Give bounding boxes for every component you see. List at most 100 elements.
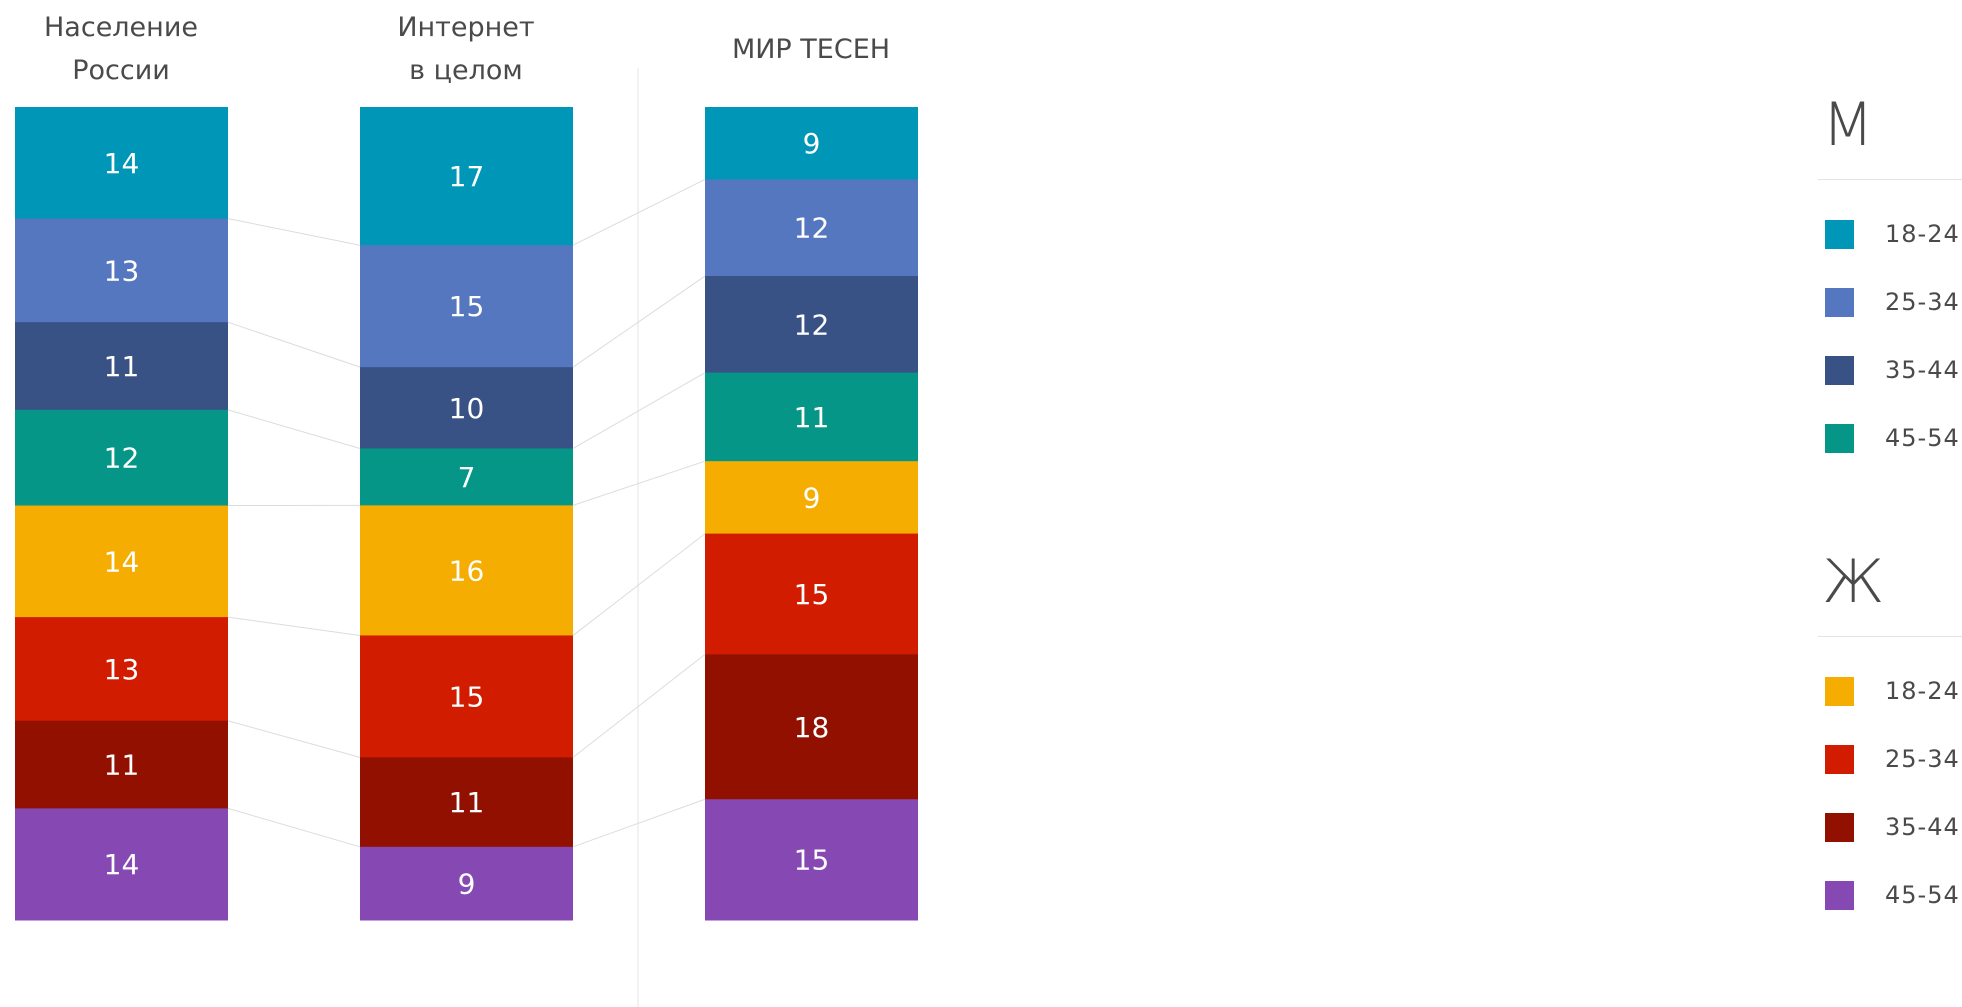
- bar-segment: [705, 179, 918, 277]
- legend-label: 45-54: [1885, 424, 1960, 452]
- bar-segment: [360, 846, 573, 921]
- bar-segment: [15, 107, 228, 220]
- bar-segment: [705, 372, 918, 462]
- legend-label: 45-54: [1885, 881, 1960, 909]
- bar-segment: [705, 461, 918, 535]
- legend-label: 18-24: [1885, 677, 1960, 705]
- legend-divider: [1818, 179, 1962, 180]
- legend-group-female: Ж 18-24 25-34 35-44 45-54: [1818, 542, 1962, 929]
- data-label: 14: [104, 147, 140, 180]
- data-label: 12: [104, 442, 140, 475]
- column-title-line: Интернет: [397, 12, 535, 43]
- legend-swatch: [1825, 219, 1854, 249]
- data-label: 12: [794, 212, 830, 245]
- legend-label: 25-34: [1885, 745, 1960, 773]
- data-label: 11: [104, 350, 140, 383]
- connector-line: [227, 321, 361, 368]
- data-label: 14: [104, 848, 140, 881]
- connector-line: [227, 218, 361, 246]
- legend-item: 25-34: [1818, 725, 1962, 793]
- bar-segment: [705, 654, 918, 800]
- data-label: 13: [104, 653, 140, 686]
- data-label: 18: [794, 711, 830, 744]
- legend-swatch: [1825, 744, 1854, 774]
- column-title-population: Население России: [0, 6, 242, 92]
- bar-segment: [15, 505, 228, 618]
- legend-label: 25-34: [1885, 288, 1960, 316]
- bar-segment: [15, 218, 228, 323]
- legend-item: 45-54: [1818, 861, 1962, 929]
- connector-line: [572, 798, 706, 848]
- data-label: 9: [803, 481, 821, 514]
- data-label: 11: [794, 401, 830, 434]
- bar-segment: [705, 799, 918, 921]
- data-label: 16: [449, 554, 485, 587]
- bar-segment: [705, 276, 918, 374]
- data-label: 15: [449, 290, 485, 323]
- legend-item: 18-24: [1818, 657, 1962, 725]
- legend-swatch: [1825, 880, 1854, 910]
- data-label: 10: [449, 392, 485, 425]
- legend-label: 18-24: [1885, 220, 1960, 248]
- data-label: 15: [449, 680, 485, 713]
- column-title-line: МИР ТЕСЕН: [731, 34, 891, 65]
- legend-group-male: М 18-24 25-34 35-44 45-54: [1818, 85, 1962, 472]
- connector-line: [227, 616, 361, 636]
- connector-line: [227, 409, 361, 449]
- bar-segment: [360, 635, 573, 758]
- data-label: 11: [449, 786, 485, 819]
- legend-group-title: Ж: [1822, 547, 1885, 617]
- column-title-internet: Интернет в целом: [345, 6, 587, 92]
- data-label: 15: [794, 578, 830, 611]
- column-title-line: в целом: [409, 55, 523, 86]
- bar-segment: [15, 617, 228, 722]
- data-label: 11: [104, 749, 140, 782]
- connector-line: [572, 178, 706, 246]
- data-label: 17: [449, 160, 485, 193]
- connector-line: [572, 653, 706, 758]
- column-title-line: России: [72, 55, 170, 86]
- legend-swatch: [1825, 287, 1854, 317]
- legend-divider: [1818, 636, 1962, 637]
- data-label: 15: [794, 844, 830, 877]
- legend-label: 35-44: [1885, 356, 1960, 384]
- data-label: 9: [803, 127, 821, 160]
- bar-segment: [360, 448, 573, 506]
- bar-segment: [360, 367, 573, 449]
- legend-swatch: [1825, 812, 1854, 842]
- bar-segment: [360, 505, 573, 636]
- bar-segment: [360, 107, 573, 246]
- connector-line: [572, 460, 706, 506]
- legend: М 18-24 25-34 35-44 45-54 Ж 18-24 25-34: [1818, 85, 1962, 929]
- legend-label: 35-44: [1885, 813, 1960, 841]
- legend-group-title: М: [1822, 90, 1874, 160]
- legend-swatch: [1825, 423, 1854, 453]
- legend-swatch: [1825, 676, 1854, 706]
- connector-line: [572, 275, 706, 368]
- bar-segment: [15, 720, 228, 809]
- legend-swatch: [1825, 355, 1854, 385]
- bar-segment: [360, 245, 573, 368]
- legend-item: 45-54: [1818, 404, 1962, 472]
- data-label: 14: [104, 545, 140, 578]
- bar-segment: [705, 107, 918, 180]
- data-label: 13: [104, 254, 140, 287]
- bar-segment: [15, 322, 228, 411]
- legend-item: 18-24: [1818, 200, 1962, 268]
- bar-segment: [15, 808, 228, 921]
- legend-item: 25-34: [1818, 268, 1962, 336]
- connector-line: [227, 720, 361, 758]
- column-title-line: Население: [44, 12, 198, 43]
- data-label: 7: [458, 461, 476, 494]
- column-title-mirtesen: МИР ТЕСЕН: [690, 28, 932, 71]
- data-label: 9: [458, 867, 476, 900]
- data-label: 12: [794, 308, 830, 341]
- connector-line: [572, 533, 706, 636]
- connector-line: [572, 372, 706, 449]
- bar-segment: [360, 757, 573, 848]
- bar-segment: [705, 533, 918, 655]
- legend-item: 35-44: [1818, 793, 1962, 861]
- bar-segment: [15, 409, 228, 507]
- connector-line: [227, 807, 361, 848]
